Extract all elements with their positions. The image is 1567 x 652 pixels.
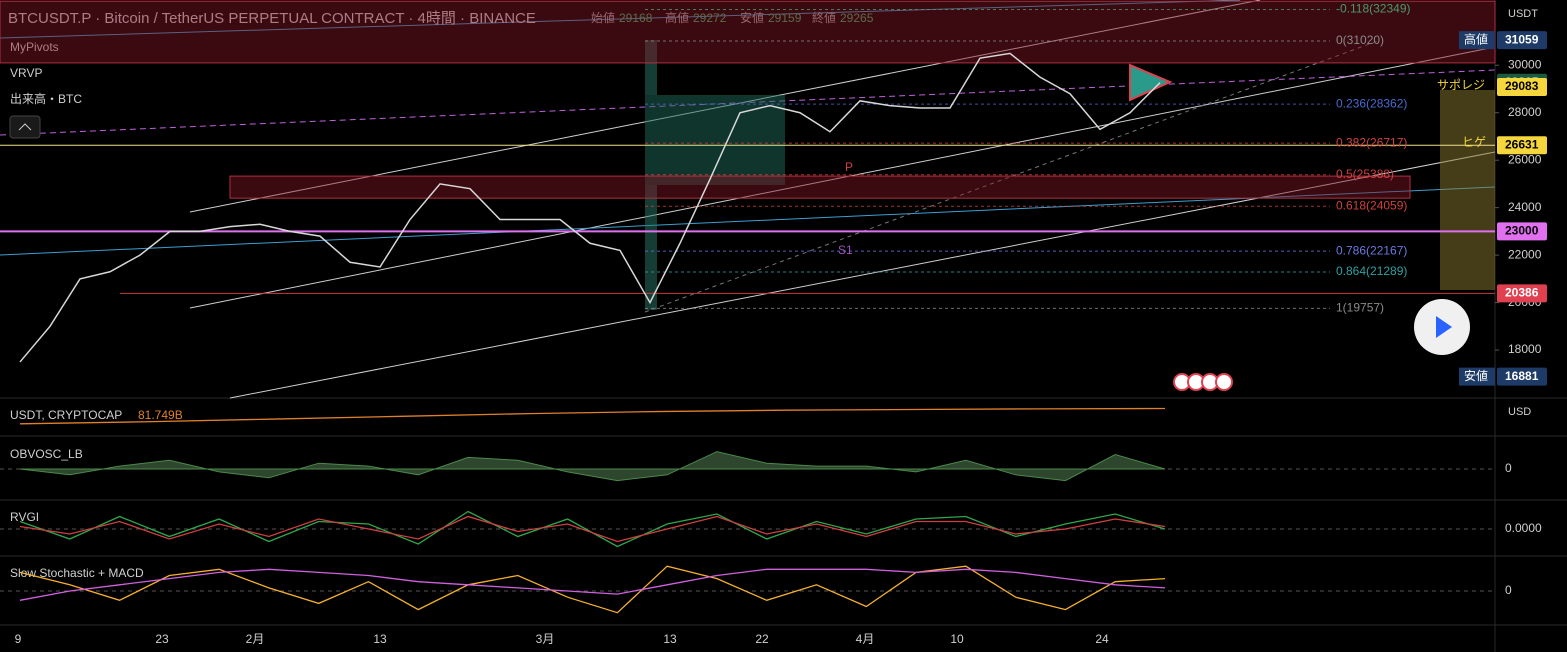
fib-label: 0.618(24059) bbox=[1336, 198, 1407, 212]
y-tick-label: 24000 bbox=[1508, 200, 1542, 214]
price-label: 23000 bbox=[1505, 224, 1539, 238]
indicator-line bbox=[19, 407, 1166, 425]
y-tick-label: 18000 bbox=[1508, 342, 1542, 356]
price-label-bg bbox=[1497, 136, 1547, 155]
collapse-button[interactable] bbox=[9, 115, 41, 139]
price-label-bg bbox=[1497, 367, 1547, 386]
fib-label: -0.118(32349) bbox=[1336, 2, 1411, 16]
x-tick-label: 10 bbox=[950, 632, 964, 646]
price-label: 16881 bbox=[1505, 369, 1539, 383]
y-tick-label: 30000 bbox=[1508, 57, 1542, 71]
ohlc-value: 29265 bbox=[840, 11, 874, 25]
ohlc-value: 29272 bbox=[693, 11, 727, 25]
annotation: P bbox=[845, 160, 853, 174]
axis-unit: USD bbox=[1508, 406, 1531, 418]
ohlc-label: 安値 bbox=[740, 10, 764, 25]
pane-value: 81.749B bbox=[138, 408, 183, 422]
x-tick-label: 22 bbox=[755, 632, 769, 646]
indicator-line bbox=[19, 568, 1166, 601]
fib-label: 0(31020) bbox=[1336, 33, 1384, 47]
price-label: 31059 bbox=[1505, 32, 1539, 46]
price-label-bg bbox=[1497, 284, 1547, 303]
y-tick-label: 26000 bbox=[1508, 152, 1542, 166]
symbol-title: BTCUSDT.P · Bitcoin / TetherUS PERPETUAL… bbox=[8, 10, 536, 27]
fib-label: 0.864(21289) bbox=[1336, 264, 1407, 278]
ohlc-label: 高値 bbox=[665, 10, 689, 25]
fib-label: 0.5(25388) bbox=[1336, 167, 1394, 181]
price-label: 26631 bbox=[1505, 137, 1539, 151]
annotation: S1 bbox=[838, 243, 853, 257]
price-label-bg bbox=[1497, 78, 1547, 97]
zone bbox=[229, 175, 1411, 199]
indicator-line bbox=[19, 565, 1166, 614]
indicator-area bbox=[19, 451, 1166, 482]
collapse-icon bbox=[18, 123, 32, 131]
play-icon bbox=[1436, 316, 1452, 338]
legend-item: 出来高・BTC bbox=[10, 91, 82, 106]
legend-item: VRVP bbox=[10, 66, 42, 80]
pane-title: Slow Stochastic + MACD bbox=[10, 566, 144, 580]
y-tick-label: 0.0000 bbox=[1505, 521, 1542, 535]
x-tick-label: 13 bbox=[663, 632, 677, 646]
price-tag-bg bbox=[1459, 31, 1495, 50]
indicator-line bbox=[19, 515, 1166, 543]
annotation: ヒゲ bbox=[1462, 135, 1486, 149]
x-tick-label: 3月 bbox=[536, 632, 555, 646]
price-label-bg bbox=[1497, 31, 1547, 50]
ohlc-value: 29168 bbox=[619, 11, 653, 25]
pane-title: USDT, CRYPTOCAP bbox=[10, 408, 122, 422]
price-tag-bg bbox=[1459, 367, 1495, 386]
ohlc-label: 終値 bbox=[812, 10, 836, 25]
y-tick-label: 22000 bbox=[1508, 247, 1542, 261]
price-label: 20386 bbox=[1505, 286, 1539, 300]
x-tick-label: 4月 bbox=[856, 632, 875, 646]
triangle-drawing bbox=[1129, 63, 1173, 102]
price-line bbox=[19, 52, 1161, 363]
y-tick-label: 28000 bbox=[1508, 105, 1542, 119]
y-tick-label: 0 bbox=[1505, 583, 1512, 597]
legend-item: MyPivots bbox=[10, 40, 59, 54]
fib-label: 1(19757) bbox=[1336, 301, 1384, 315]
ohlc-label: 始値 bbox=[591, 10, 615, 25]
pane-title: RVGI bbox=[10, 510, 39, 524]
y-tick-label: 0 bbox=[1505, 461, 1512, 475]
x-tick-label: 9 bbox=[15, 632, 22, 646]
event-flags bbox=[1173, 373, 1233, 391]
price-tag: 高値 bbox=[1464, 31, 1488, 46]
annotation: サポレジ bbox=[1437, 78, 1485, 92]
price-label: 29083 bbox=[1505, 79, 1539, 93]
x-tick-label: 23 bbox=[155, 632, 169, 646]
zone bbox=[0, 0, 1496, 64]
price-label-bg bbox=[1497, 222, 1547, 241]
pane-title: OBVOSC_LB bbox=[10, 447, 83, 461]
ohlc-value: 29159 bbox=[768, 11, 802, 25]
axis-unit: USDT bbox=[1508, 8, 1538, 20]
fib-label: 0.236(28362) bbox=[1336, 96, 1407, 110]
x-tick-label: 13 bbox=[373, 632, 387, 646]
x-tick-label: 2月 bbox=[246, 632, 265, 646]
vrvp-profile bbox=[645, 40, 1495, 310]
fib-label: 0.382(26717) bbox=[1336, 135, 1407, 149]
fib-label: 0.786(22167) bbox=[1336, 243, 1407, 257]
price-tag: 安値 bbox=[1464, 368, 1488, 383]
x-tick-label: 24 bbox=[1095, 632, 1109, 646]
